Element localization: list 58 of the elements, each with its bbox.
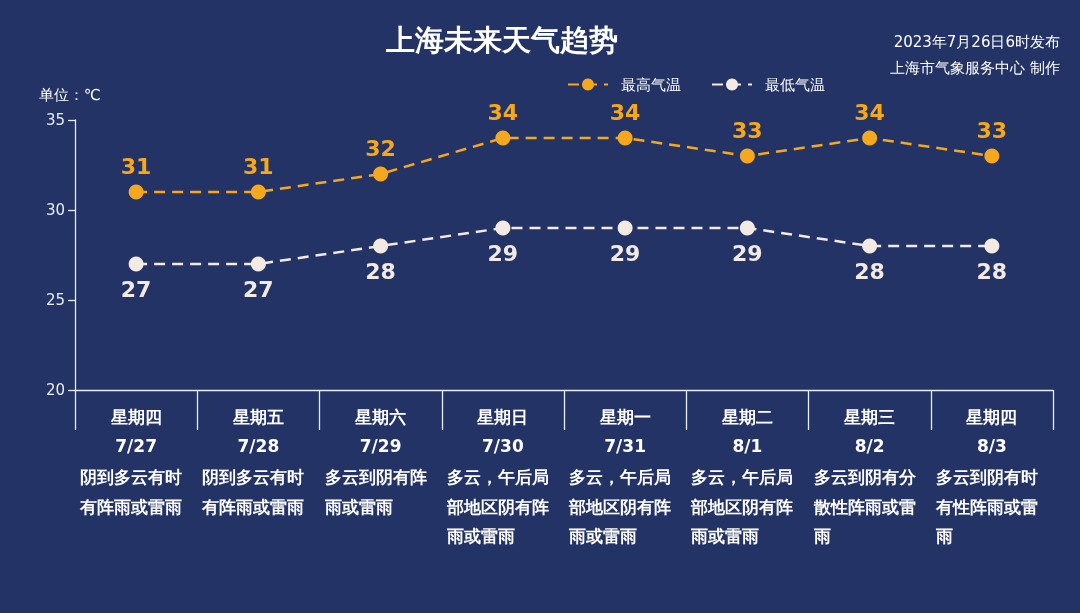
text: 阴到多云有时有阵雨或雷雨: [202, 467, 306, 519]
data-label: 33: [976, 118, 1008, 143]
data-label: 31: [120, 154, 152, 179]
point: [128, 256, 144, 272]
y-tick-label: 35: [45, 111, 65, 129]
y-axis-title: 单位：℃: [39, 85, 101, 104]
y-tick-label: 20: [45, 381, 65, 399]
y-tick-label: 30: [45, 201, 65, 219]
text: 2023年7月26日6时发布: [893, 32, 1060, 51]
legend-label: 最高气温: [621, 75, 681, 94]
point: [617, 220, 633, 236]
data-label: 34: [487, 100, 519, 125]
x-tick-label: 星期四 7/27: [109, 406, 162, 456]
data-label: 32: [365, 136, 396, 161]
data-label: 29: [609, 241, 641, 266]
point: [739, 220, 755, 236]
point: [617, 130, 633, 146]
text: 阴到多云有时有阵雨或雷雨: [80, 467, 183, 519]
text: 多云，午后局部地区阴有阵雨或雷雨: [569, 467, 672, 548]
data-label: 34: [854, 100, 885, 125]
data-label: 27: [120, 277, 152, 302]
text: 多云到阴有分散性阵雨或雷雨: [813, 467, 917, 548]
point: [984, 238, 1000, 254]
text: 多云到阴有时有性阵雨或雷雨: [935, 467, 1039, 548]
legend-label: 最低气温: [765, 75, 825, 94]
point: [250, 256, 266, 272]
point: [862, 130, 878, 146]
x-tick-label: 星期日 7/30: [476, 406, 529, 456]
data-label: 27: [243, 277, 274, 302]
text: 多云，午后局部地区阴有阵雨或雷雨: [691, 467, 795, 548]
x-tick-label: 星期二 8/1: [720, 406, 773, 456]
data-label: 29: [487, 241, 519, 266]
point: [862, 238, 878, 254]
text: 上海市气象服务中心 制作: [890, 58, 1060, 77]
data-label: 28: [365, 259, 396, 284]
point: [495, 220, 511, 236]
x-tick-label: 星期六 7/29: [354, 406, 407, 456]
point: [373, 238, 389, 254]
x-tick-label: 星期五 7/28: [231, 406, 284, 456]
point: [128, 184, 144, 200]
data-label: 34: [609, 100, 641, 125]
point: [250, 184, 266, 200]
point: [373, 166, 389, 182]
y-tick-label: 25: [45, 291, 65, 309]
x-tick-label: 星期四 8/3: [965, 406, 1018, 456]
chart-title: 上海未来天气趋势: [385, 22, 618, 57]
x-tick-label: 星期三 8/2: [843, 406, 896, 456]
text: 多云，午后局部地区阴有阵雨或雷雨: [446, 467, 550, 548]
data-label: 33: [732, 118, 763, 143]
point: [495, 130, 511, 146]
x-tick-label: 星期一 7/31: [598, 406, 651, 456]
data-label: 29: [732, 241, 763, 266]
data-label: 28: [976, 259, 1008, 284]
data-label: 31: [243, 154, 274, 179]
text: 多云到阴有阵雨或雷雨: [324, 467, 428, 519]
point: [739, 148, 755, 164]
data-label: 28: [854, 259, 885, 284]
point: [984, 148, 1000, 164]
